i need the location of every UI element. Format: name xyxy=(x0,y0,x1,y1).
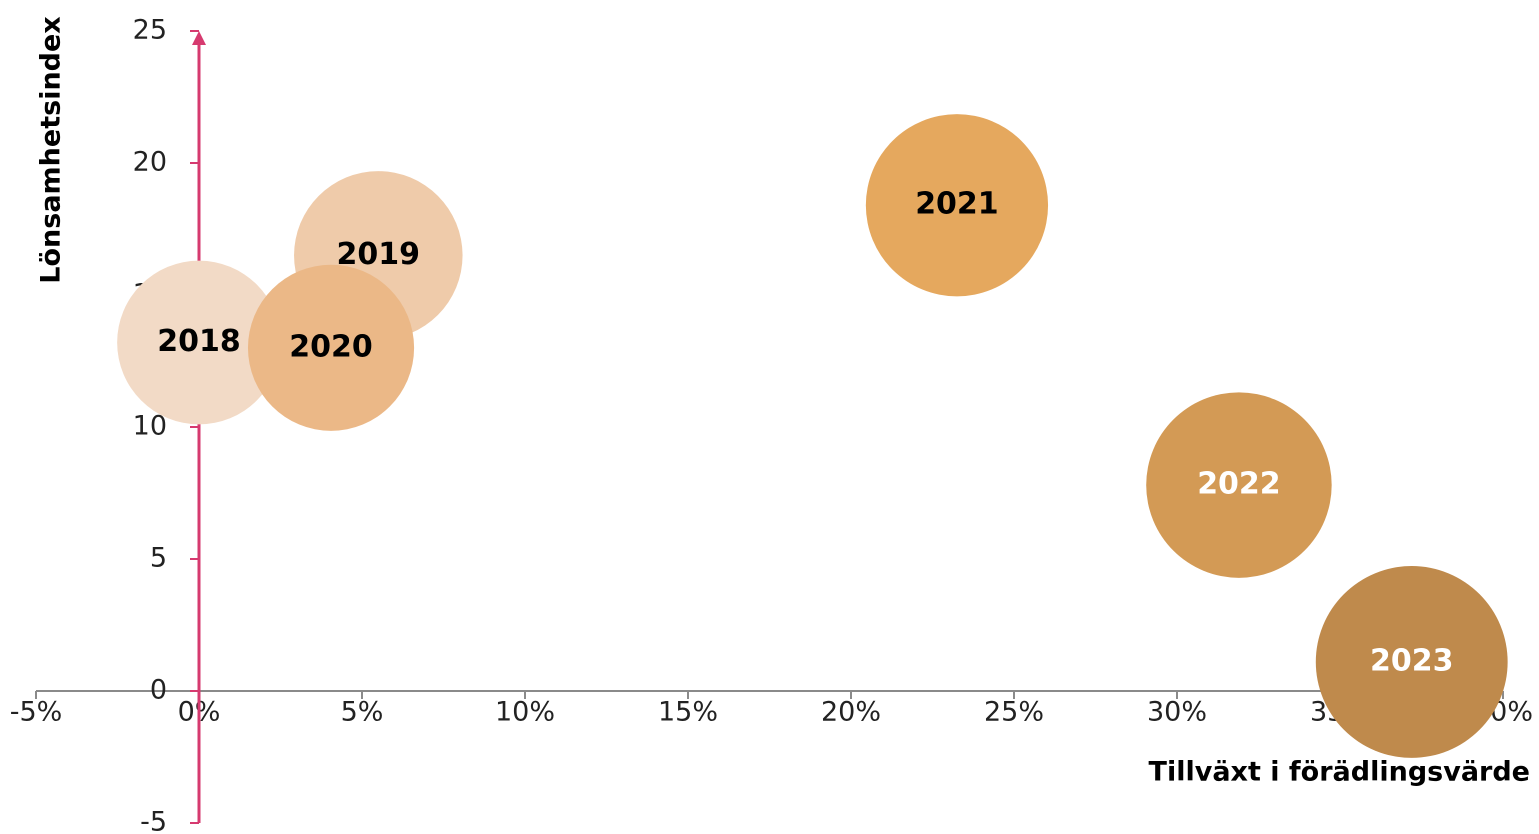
bubble-label: 2019 xyxy=(337,237,421,272)
x-tick-label: 20% xyxy=(821,697,881,728)
bubble-label: 2022 xyxy=(1197,467,1281,502)
y-axis-arrow xyxy=(192,31,206,45)
x-tick-label: -5% xyxy=(10,697,63,728)
bubble-label: 2021 xyxy=(915,187,999,222)
bubble xyxy=(247,264,415,431)
x-tick-label: 5% xyxy=(341,697,384,728)
bubble-label: 2023 xyxy=(1370,643,1454,678)
x-axis-title: Tillväxt i förädlingsvärde xyxy=(1149,757,1530,788)
x-tick-label: 15% xyxy=(658,697,718,728)
bubble xyxy=(1146,392,1332,578)
y-tick-label: -5 xyxy=(140,807,167,834)
y-tick-label: 5 xyxy=(150,543,167,574)
bubble xyxy=(117,260,281,425)
bubble xyxy=(1315,566,1508,758)
x-tick-label: 10% xyxy=(495,697,555,728)
y-axis-title: Lönsamhetsindex xyxy=(36,16,67,283)
x-tick-label: 25% xyxy=(984,697,1044,728)
bubble-label: 2018 xyxy=(157,324,241,359)
y-tick-label: 10 xyxy=(133,411,167,442)
bubble-label: 2020 xyxy=(289,329,373,364)
y-tick-label: 20 xyxy=(133,147,167,178)
y-tick-label: 0 xyxy=(150,675,167,706)
y-tick-label: 25 xyxy=(133,15,167,46)
bubble xyxy=(865,114,1049,297)
x-tick-label: 30% xyxy=(1147,697,1207,728)
